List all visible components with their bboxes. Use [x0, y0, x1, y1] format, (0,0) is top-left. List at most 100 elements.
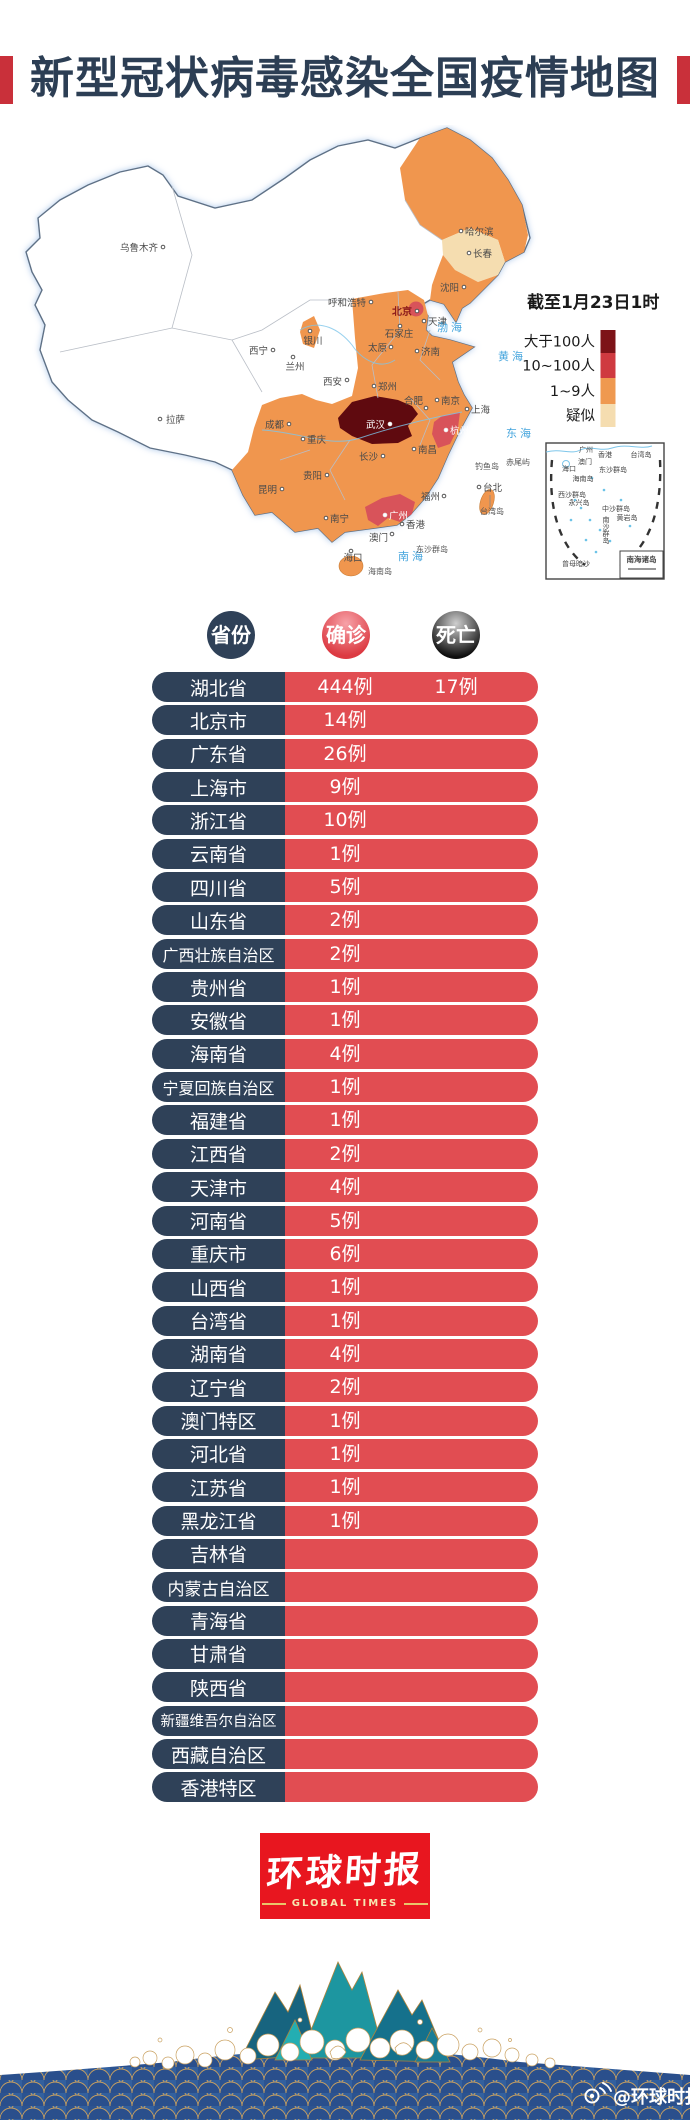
island-label: 钓鱼岛 — [475, 461, 499, 471]
province-name: 山西省 — [152, 1272, 285, 1303]
inset-label: 广州 — [579, 445, 593, 454]
city-label: 呼和浩特 — [328, 297, 367, 309]
table-row: 河北省 1例 — [152, 1438, 538, 1469]
case-values: 14例 — [285, 705, 538, 736]
inset-label: 中沙群岛 — [602, 504, 630, 513]
city-dot — [389, 531, 395, 537]
case-values: 4例 — [285, 1338, 538, 1369]
province-name: 青海省 — [152, 1605, 285, 1636]
city-label: 北京 — [392, 305, 412, 318]
title-edge-decoration-left — [0, 56, 13, 104]
city-label: 海口 — [343, 552, 362, 564]
confirmed-count: 26例 — [323, 742, 367, 765]
city-label: 长春 — [473, 248, 493, 260]
signal-arc-icon — [602, 2082, 612, 2092]
province-name: 浙江省 — [152, 805, 285, 836]
case-values: 5例 — [285, 872, 538, 903]
inset-label: 东沙群岛 — [599, 465, 627, 474]
table-row: 北京市 14例 — [152, 705, 538, 736]
province-name: 天津市 — [152, 1172, 285, 1203]
case-values: 1例 — [285, 1305, 538, 1336]
province-name: 上海市 — [152, 772, 285, 803]
city-label: 广州 — [389, 510, 408, 522]
confirmed-count: 1例 — [329, 1076, 361, 1099]
table-row: 澳门特区 1例 — [152, 1405, 538, 1436]
city-dot — [461, 284, 467, 290]
case-values: 2例 — [285, 1372, 538, 1403]
city-dot — [399, 521, 405, 527]
case-values — [285, 1672, 538, 1703]
city-label: 澳门 — [369, 532, 388, 544]
city-label: 上海 — [471, 404, 491, 416]
case-values: 1例 — [285, 1072, 538, 1103]
province-name: 云南省 — [152, 838, 285, 869]
city-label: 台北 — [483, 482, 503, 494]
city-label: 贵阳 — [303, 470, 322, 482]
header-province: 省份 — [207, 611, 255, 659]
table-row: 云南省 1例 — [152, 838, 538, 869]
legend-swatch — [600, 378, 616, 404]
city-dot — [324, 472, 330, 478]
city-dot — [279, 486, 285, 492]
province-borders — [59, 185, 443, 501]
death-count: 17例 — [434, 676, 478, 698]
sea-label: 南海 — [398, 549, 426, 563]
province-name: 河北省 — [152, 1438, 285, 1469]
confirmed-count: 2例 — [329, 942, 361, 965]
city-dot — [411, 446, 417, 452]
confirmed-count: 4例 — [329, 1176, 361, 1199]
province-name: 江西省 — [152, 1138, 285, 1169]
table-row: 安徽省 1例 — [152, 1005, 538, 1036]
city-label: 西安 — [323, 376, 342, 388]
confirmed-count: 444例 — [317, 676, 373, 698]
case-values: 1例 — [285, 1272, 538, 1303]
table-row: 重庆市 6例 — [152, 1238, 538, 1269]
city-dot — [423, 405, 429, 411]
province-name: 贵州省 — [152, 972, 285, 1003]
case-values: 1例 — [285, 1472, 538, 1503]
case-values: 26例 — [285, 738, 538, 769]
sea-label: 渤海 — [437, 320, 465, 334]
case-values — [285, 1739, 538, 1769]
table-row: 吉林省 — [152, 1538, 538, 1569]
table-row: 浙江省 10例 — [152, 805, 538, 836]
confirmed-count: 9例 — [329, 776, 361, 799]
province-name: 内蒙古自治区 — [152, 1572, 285, 1603]
city-label: 杭州 — [450, 425, 469, 437]
case-values — [285, 1572, 538, 1603]
table-row: 青海省 — [152, 1605, 538, 1636]
table-row: 江苏省 1例 — [152, 1472, 538, 1503]
case-values: 6例 — [285, 1238, 538, 1269]
city-label: 哈尔滨 — [465, 226, 494, 238]
confirmed-count: 4例 — [329, 1342, 361, 1365]
city-dot — [323, 515, 329, 521]
province-name: 山东省 — [152, 905, 285, 936]
province-name: 吉林省 — [152, 1538, 285, 1569]
table-row: 上海市 9例 — [152, 772, 538, 803]
province-name: 北京市 — [152, 705, 285, 736]
table-row: 甘肃省 — [152, 1638, 538, 1669]
wave-mountain-artwork: @环球时报 — [0, 1961, 690, 2120]
island-label: 赤尾屿 — [506, 458, 530, 467]
province-name: 海南省 — [152, 1038, 285, 1069]
global-times-logo: 环球时报 GLOBAL TIMES — [260, 1833, 430, 1919]
table-row: 天津市 4例 — [152, 1172, 538, 1203]
logo-rule-right — [404, 1902, 429, 1905]
city-label: 长沙 — [359, 451, 379, 463]
city-dot — [371, 383, 377, 389]
inset-label: 台湾岛 — [631, 450, 652, 459]
city-label: 重庆 — [307, 434, 327, 446]
confirmed-count: 1例 — [329, 1442, 361, 1465]
island-label: 东沙群岛 — [416, 544, 448, 554]
inset-label: 黄岩岛 — [617, 513, 638, 522]
table-row: 河南省 5例 — [152, 1205, 538, 1236]
province-name: 新疆维吾尔自治区 — [152, 1705, 285, 1736]
province-name: 福建省 — [152, 1105, 285, 1136]
confirmed-count: 10例 — [323, 809, 367, 832]
province-name: 台湾省 — [152, 1305, 285, 1336]
